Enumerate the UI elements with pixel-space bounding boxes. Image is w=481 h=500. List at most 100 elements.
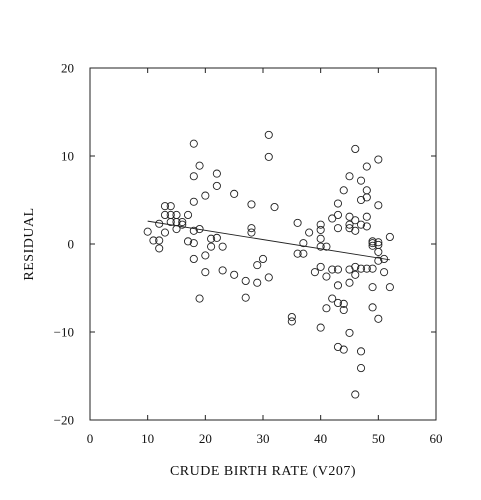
data-point — [374, 247, 383, 256]
y-tick-label: 20 — [61, 61, 74, 76]
data-point — [264, 130, 273, 139]
data-point — [362, 212, 371, 221]
data-point — [322, 304, 331, 313]
data-point — [201, 191, 210, 200]
y-tick-label: 10 — [61, 149, 74, 164]
data-point — [368, 239, 377, 248]
data-point — [362, 222, 371, 231]
data-point — [328, 214, 337, 223]
data-point — [362, 186, 371, 195]
data-point — [189, 254, 198, 264]
x-tick-label: 30 — [257, 431, 270, 446]
data-point — [299, 239, 308, 248]
data-point — [293, 249, 302, 258]
data-point — [212, 233, 221, 242]
data-point — [305, 228, 314, 237]
data-point — [333, 281, 343, 290]
data-point — [207, 234, 216, 243]
data-point — [201, 268, 210, 277]
data-point — [345, 328, 354, 337]
data-point — [328, 265, 337, 274]
data-point — [212, 169, 221, 178]
data-point — [201, 251, 210, 260]
data-point — [362, 193, 371, 202]
data-point — [368, 283, 377, 292]
data-point — [183, 237, 193, 246]
data-point — [143, 227, 152, 236]
data-point — [322, 242, 331, 251]
data-point — [316, 262, 325, 271]
data-point — [351, 390, 360, 399]
data-point — [253, 278, 262, 287]
data-point — [362, 264, 371, 273]
data-point — [241, 293, 250, 302]
data-point — [218, 242, 227, 251]
data-point — [351, 144, 360, 154]
data-point — [351, 262, 360, 271]
x-axis-title: CRUDE BIRTH RATE (V207) — [170, 464, 356, 479]
data-point — [172, 224, 181, 234]
y-tick-label: −10 — [54, 325, 74, 340]
data-point — [195, 294, 204, 303]
x-tick-label: 20 — [199, 431, 212, 446]
x-tick-labels: 0 10 20 30 40 50 60 — [87, 431, 443, 446]
data-point — [345, 220, 354, 229]
data-point — [333, 298, 343, 308]
data-point — [316, 220, 325, 229]
data-point — [241, 276, 250, 286]
data-point — [380, 268, 389, 277]
data-point — [287, 312, 296, 322]
data-point — [316, 242, 325, 251]
data-point — [189, 139, 198, 148]
data-point — [328, 294, 337, 303]
data-point — [345, 278, 354, 287]
data-point — [207, 242, 216, 251]
data-point — [183, 210, 193, 220]
data-point — [316, 323, 325, 332]
data-point — [356, 264, 366, 273]
data-point — [374, 155, 383, 164]
data-point — [368, 241, 377, 250]
data-point — [258, 254, 268, 264]
data-point — [178, 217, 187, 227]
data-point — [230, 270, 239, 279]
data-point — [310, 268, 319, 277]
data-point — [356, 176, 366, 185]
data-point — [351, 216, 360, 225]
data-point — [189, 239, 198, 248]
x-tick-label: 40 — [314, 431, 327, 446]
data-point — [230, 189, 239, 198]
data-point — [155, 244, 164, 253]
data-point — [356, 220, 366, 229]
data-point — [178, 220, 187, 229]
data-point — [212, 181, 221, 190]
data-point — [247, 224, 256, 233]
data-point — [195, 161, 204, 170]
x-tick-label: 10 — [141, 431, 154, 446]
data-point — [385, 232, 394, 242]
axis-ticks — [89, 67, 437, 421]
data-point — [155, 219, 164, 228]
data-point — [380, 254, 389, 264]
data-point — [247, 200, 256, 209]
data-point — [351, 226, 360, 235]
data-point — [333, 199, 343, 208]
x-tick-label: 50 — [372, 431, 385, 446]
data-point — [339, 305, 348, 315]
data-point — [316, 225, 325, 234]
regression-trend-line — [147, 220, 390, 261]
data-point — [333, 224, 343, 233]
data-point — [189, 197, 198, 206]
data-point — [264, 273, 273, 282]
data-point — [195, 224, 204, 234]
data-point — [270, 202, 279, 212]
data-point — [345, 172, 354, 181]
data-point — [316, 234, 325, 243]
data-point — [160, 202, 170, 211]
data-point — [362, 162, 371, 171]
data-point — [339, 186, 348, 195]
data-point — [166, 202, 175, 211]
data-point — [253, 261, 262, 270]
data-point — [339, 345, 348, 354]
